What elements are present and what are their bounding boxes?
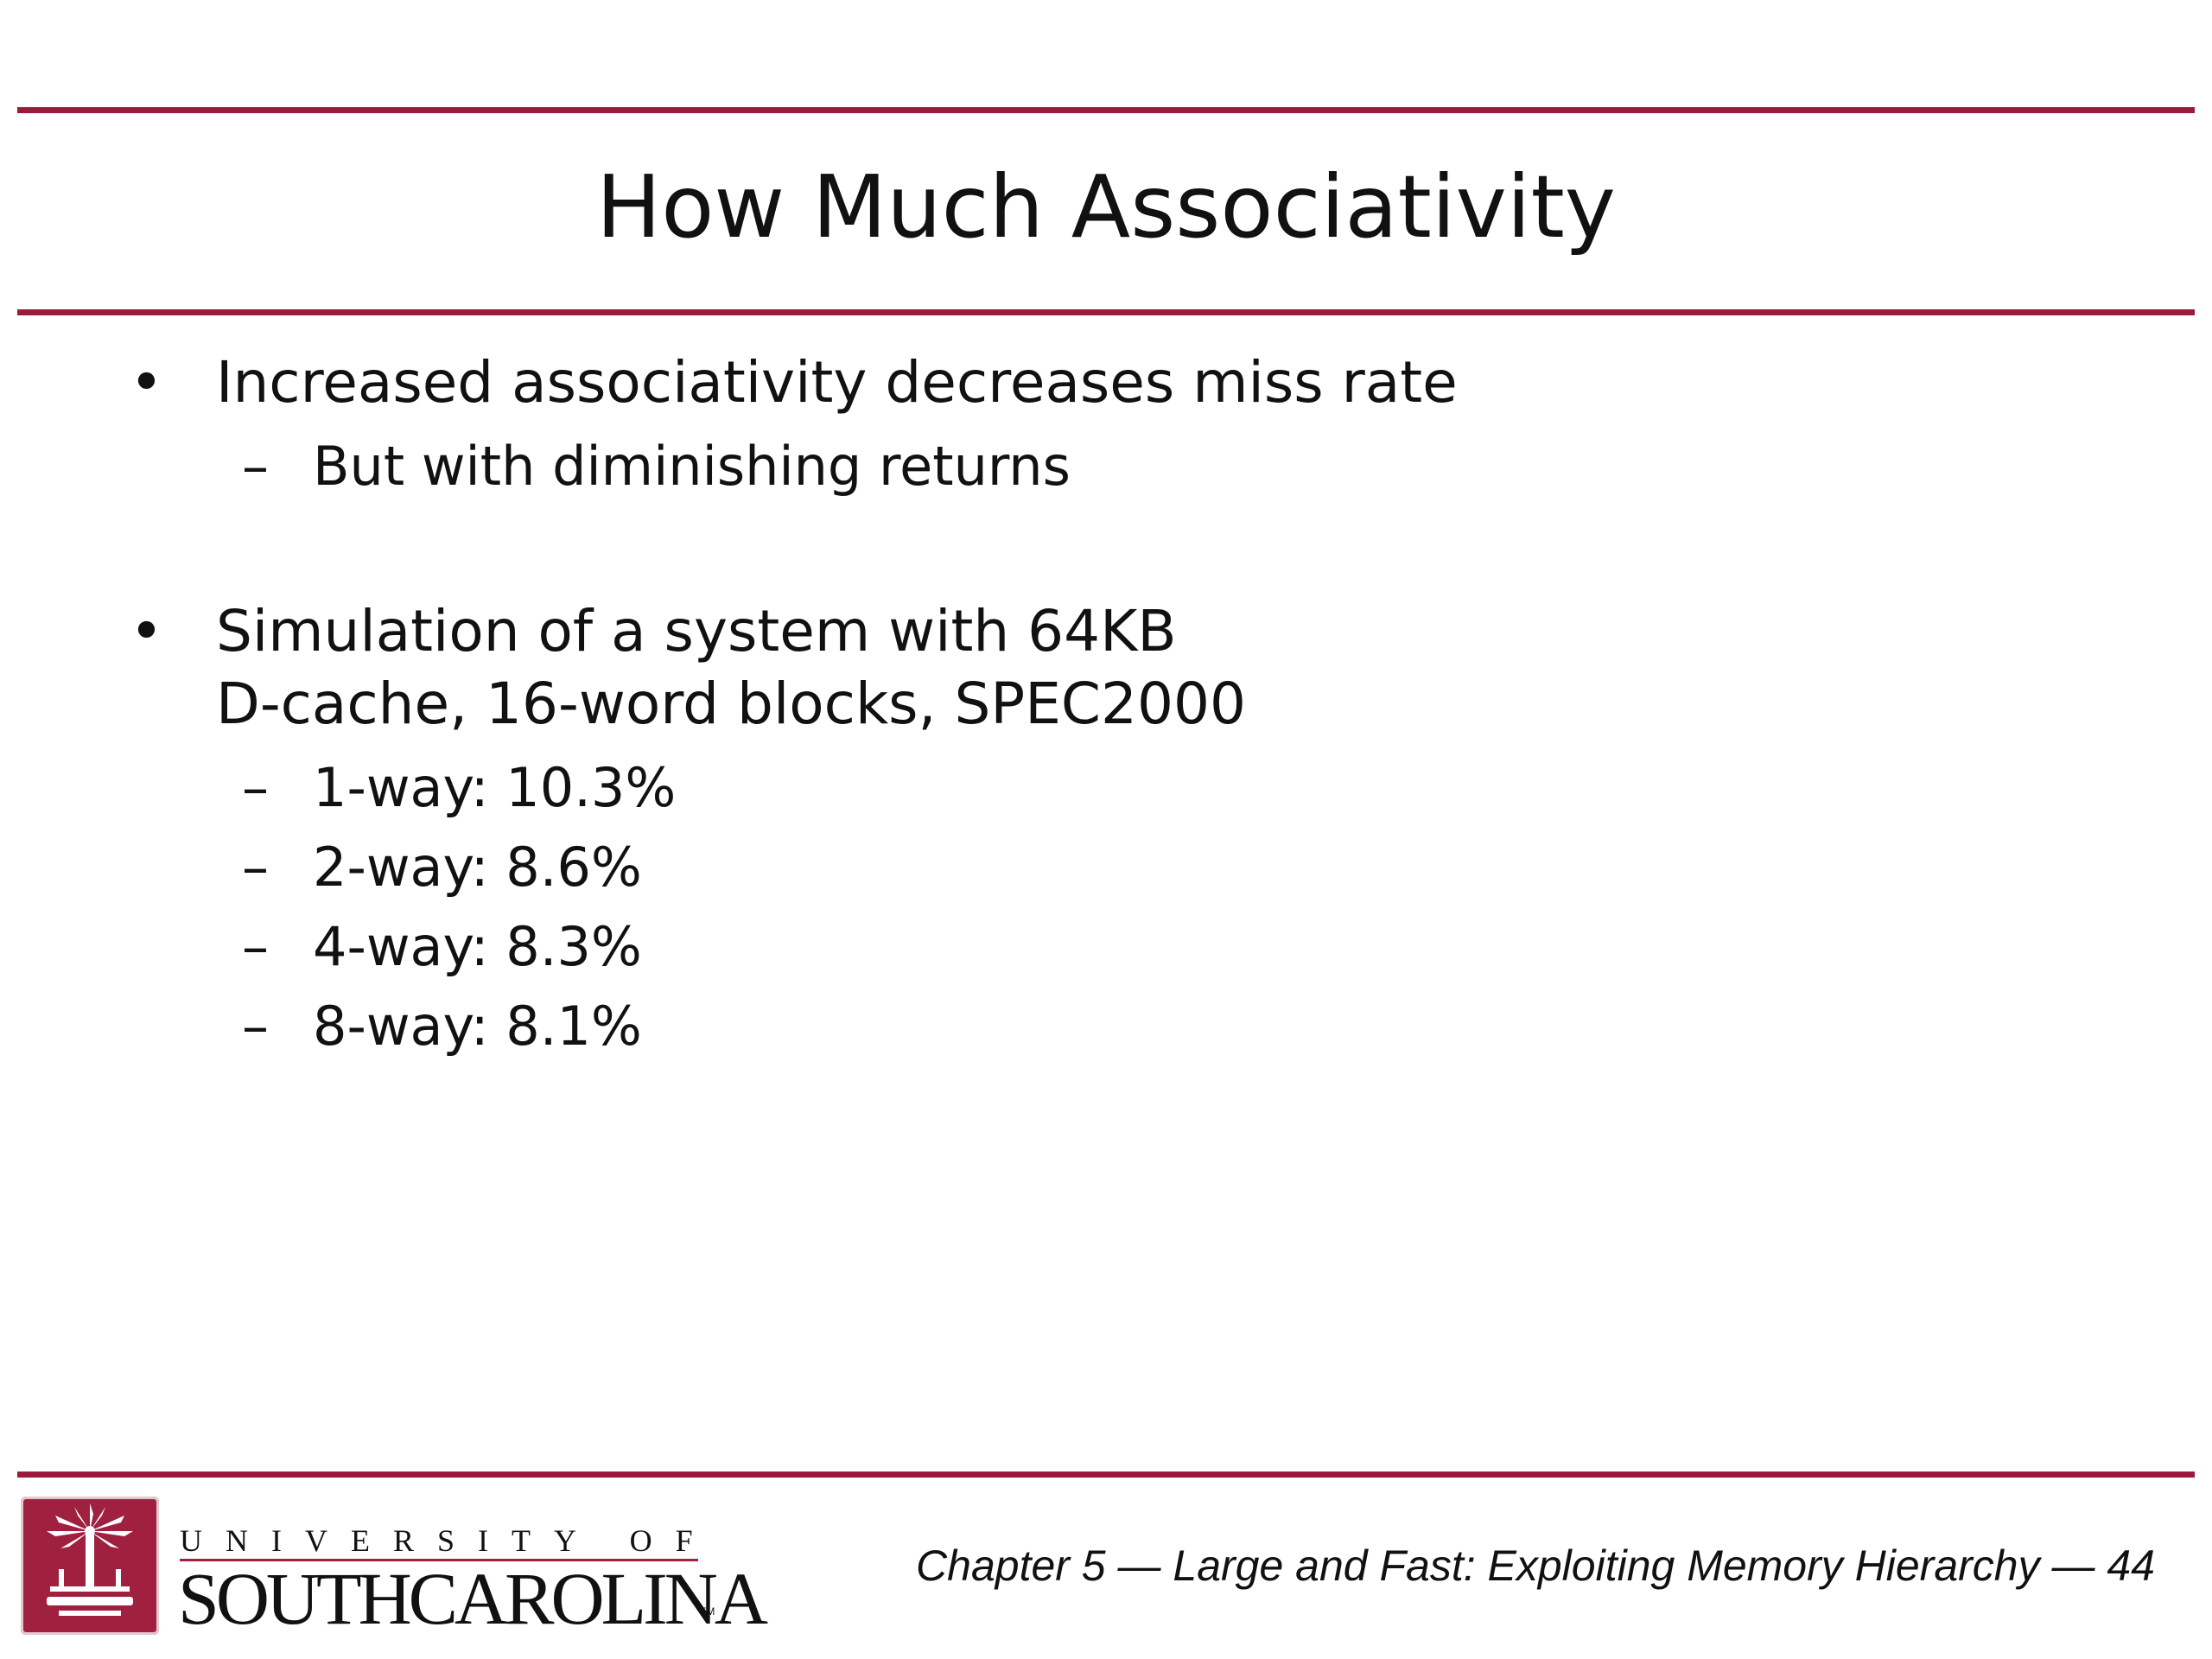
sub-bullet-text: 1-way: 10.3% bbox=[313, 756, 677, 819]
sub-bullet-marker: – bbox=[242, 435, 269, 498]
sub-bullet-marker: – bbox=[242, 915, 269, 978]
footer-divider bbox=[17, 1471, 2195, 1478]
sub-bullet-text: 2-way: 8.6% bbox=[313, 836, 642, 899]
bullet-text: Increased associativity decreases miss r… bbox=[216, 349, 1458, 416]
sub-bullet-marker: – bbox=[242, 756, 269, 819]
footer-caption: Chapter 5 — Large and Fast: Exploiting M… bbox=[916, 1541, 2155, 1590]
sub-bullet-text: 8-way: 8.1% bbox=[313, 995, 642, 1058]
bullet-marker: • bbox=[130, 598, 163, 664]
logo-trademark: TM bbox=[700, 1605, 715, 1618]
top-divider bbox=[17, 107, 2195, 113]
bullet-text-line-2: D-cache, 16-word blocks, SPEC2000 bbox=[216, 671, 1246, 737]
palmetto-tree-seal-graphic bbox=[47, 1503, 133, 1616]
logo-divider-line bbox=[180, 1559, 698, 1561]
sub-bullet-marker: – bbox=[242, 836, 269, 899]
sub-bullet-text: 4-way: 8.3% bbox=[313, 915, 642, 978]
bullet-marker: • bbox=[130, 349, 163, 416]
slide-title: How Much Associativity bbox=[596, 156, 1616, 257]
title-divider bbox=[17, 309, 2195, 315]
sub-bullet-marker: – bbox=[242, 995, 269, 1058]
palmetto-tree-seal-icon bbox=[21, 1497, 159, 1635]
bullet-text: Simulation of a system with 64KB bbox=[216, 598, 1177, 664]
logo-university-of-text: UNIVERSITY OF bbox=[180, 1523, 716, 1558]
sub-bullet-text: But with diminishing returns bbox=[313, 435, 1071, 498]
logo-south-carolina-text: SOUTHCAROLINA bbox=[178, 1557, 768, 1640]
